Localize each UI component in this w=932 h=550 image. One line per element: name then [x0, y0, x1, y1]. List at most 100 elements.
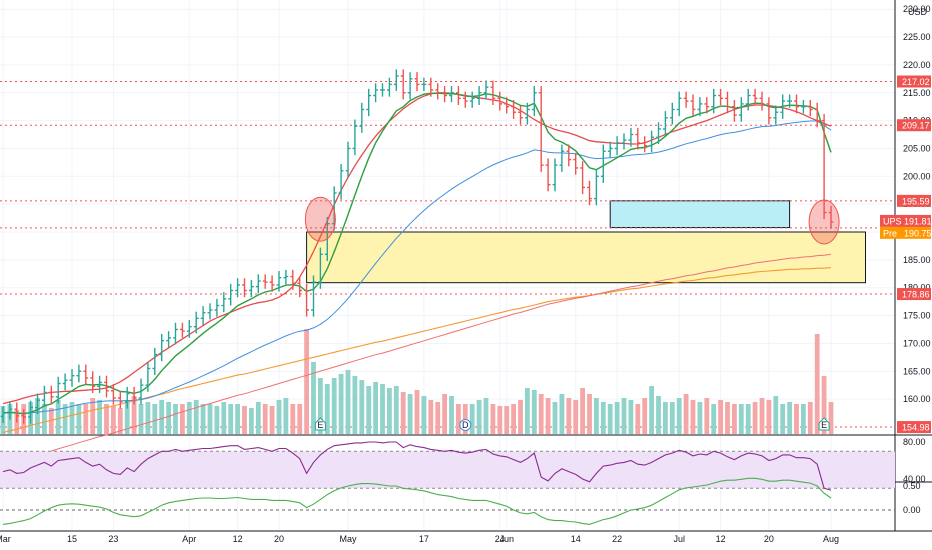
volume-bar — [311, 362, 316, 434]
price-tag: 178.86 — [902, 290, 930, 300]
volume-bar — [117, 408, 123, 434]
volume-bar — [255, 402, 261, 434]
volume-bar — [297, 404, 303, 434]
volume-bar — [594, 398, 599, 434]
volume-bar — [55, 400, 61, 434]
price-tag: 195.59 — [902, 196, 930, 206]
price-tag: 217.02 — [902, 77, 930, 87]
currency-label: USD — [908, 7, 928, 17]
volume-bar — [249, 408, 254, 434]
volume-bar — [614, 402, 620, 434]
volume-bar — [780, 404, 786, 434]
current-symbol: UPS — [883, 216, 902, 226]
volume-bar — [76, 404, 82, 434]
volume-bar — [35, 398, 40, 434]
volume-bar — [338, 374, 344, 434]
volume-bar — [504, 406, 510, 434]
price-axis-label: 225.00 — [903, 32, 931, 42]
price-axis-label: 180.00 — [903, 283, 931, 293]
volume-bar — [497, 406, 503, 434]
dividend-marker — [459, 419, 472, 431]
volume-bar — [207, 404, 213, 434]
volume-bar — [690, 400, 696, 434]
rsi-band — [0, 451, 895, 489]
volume-bar — [490, 404, 496, 434]
volume-bar — [124, 400, 130, 434]
volume-bar — [414, 390, 420, 434]
volume-bar — [573, 400, 579, 434]
volume-bar — [704, 398, 710, 434]
volume-bar — [821, 376, 827, 434]
rsi-line — [2, 441, 832, 491]
event-marker-label: E — [821, 420, 827, 430]
volume-bar — [352, 376, 358, 434]
volume-bar — [48, 408, 54, 434]
x-axis-label: May — [339, 534, 357, 544]
price-axis-label: 175.00 — [903, 311, 931, 321]
volume-bar — [200, 404, 206, 434]
volume-bar — [435, 402, 441, 434]
volume-bar — [738, 404, 744, 434]
cyan-zone-box — [609, 200, 791, 229]
volume-bar — [476, 400, 482, 434]
pre-label: Pre — [883, 228, 897, 238]
x-axis-label: 12 — [233, 534, 243, 544]
current-price-tag-bg — [880, 214, 931, 227]
volume-bar — [393, 386, 399, 434]
volume-bar — [345, 370, 351, 434]
x-axis-label: 14 — [571, 534, 581, 544]
price-axis-label: 160.00 — [903, 394, 931, 404]
volume-bar — [387, 388, 392, 434]
volume-bar — [380, 384, 385, 434]
volume-bar — [304, 329, 309, 434]
volume-bar — [366, 386, 372, 434]
volume-bar — [552, 402, 558, 434]
volume-bar — [580, 388, 585, 434]
volume-bar — [773, 396, 779, 434]
highlight-circle — [808, 199, 840, 245]
volume-bar — [621, 398, 627, 434]
volume-bar — [745, 404, 751, 434]
price-axis-label: 215.00 — [903, 88, 931, 98]
volume-bar — [173, 404, 178, 434]
volume-bar — [711, 404, 717, 434]
volume-bar — [283, 398, 289, 434]
volume-bar — [166, 402, 171, 434]
x-axis-label: Jul — [673, 534, 685, 544]
volume-bar — [359, 380, 365, 434]
price-axis-label: 220.00 — [903, 60, 931, 70]
volume-bar — [483, 398, 489, 434]
x-axis-label: 24 — [495, 534, 505, 544]
x-axis-label: 17 — [419, 534, 429, 544]
volume-bar — [732, 404, 737, 434]
volume-bar — [449, 396, 454, 434]
volume-bar — [518, 400, 523, 434]
pre-price-tag-bg — [880, 226, 931, 239]
ma-20-line — [2, 92, 832, 405]
volume-bar — [111, 406, 116, 434]
volume-bar — [628, 400, 634, 434]
volume-bar — [324, 384, 330, 434]
earnings-marker — [818, 417, 830, 431]
volume-bar — [807, 402, 813, 434]
volume-bar — [318, 378, 323, 434]
volume-bar — [83, 404, 89, 434]
rsi-axis-label: 80.00 — [903, 437, 926, 447]
volume-bar — [228, 404, 234, 434]
price-tag-bg — [897, 194, 931, 207]
volume-bar — [152, 404, 158, 434]
volume-bar — [828, 402, 834, 434]
x-axis-label: 22 — [612, 534, 622, 544]
volume-bar — [559, 394, 565, 434]
ma-slow-red-line — [2, 253, 832, 467]
volume-bar — [794, 404, 799, 434]
volume-bar — [642, 398, 648, 434]
volume-bar — [814, 334, 820, 434]
volume-bar — [587, 394, 592, 434]
volume-bar — [421, 396, 427, 434]
volume-bar — [600, 402, 606, 434]
volume-bar — [276, 400, 282, 434]
x-axis-label: Jun — [499, 534, 514, 544]
current-price: 191.81 — [904, 216, 932, 226]
volume-bar — [193, 400, 199, 434]
